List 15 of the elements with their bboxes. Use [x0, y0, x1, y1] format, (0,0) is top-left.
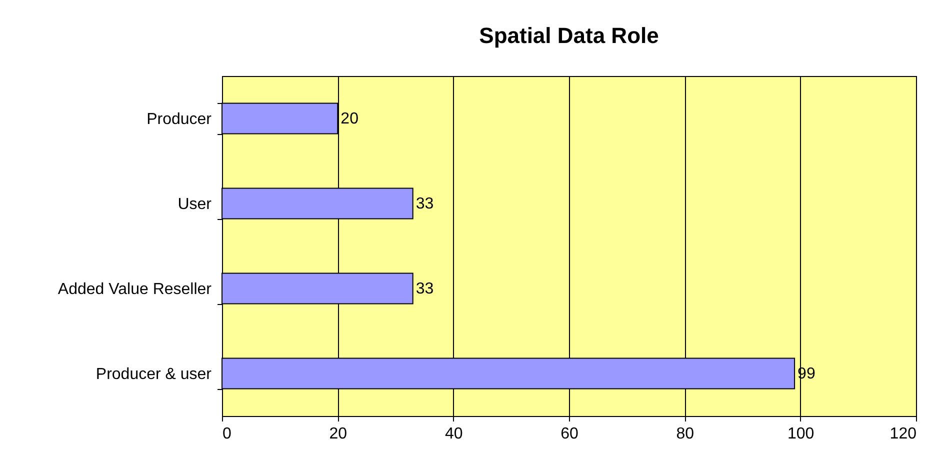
x-tick-label: 120	[890, 426, 917, 442]
y-tick-label: Producer & user	[96, 366, 212, 383]
chart-title: Spatial Data Role	[479, 23, 659, 48]
x-tick-label: 100	[787, 426, 814, 442]
x-tick-label: 0	[222, 426, 232, 442]
x-tick-label: 20	[329, 426, 348, 442]
data-label: 20	[340, 110, 359, 128]
y-tick-label: Added Value Reseller	[58, 281, 212, 298]
y-tick-label: Producer	[146, 111, 212, 128]
data-label: 33	[416, 280, 434, 298]
x-tick-label: 60	[560, 426, 578, 442]
data-label: 33	[416, 196, 434, 212]
y-tick-label: User	[178, 196, 212, 213]
x-tick-label: 80	[676, 426, 694, 442]
x-tick-label: 40	[444, 426, 463, 442]
